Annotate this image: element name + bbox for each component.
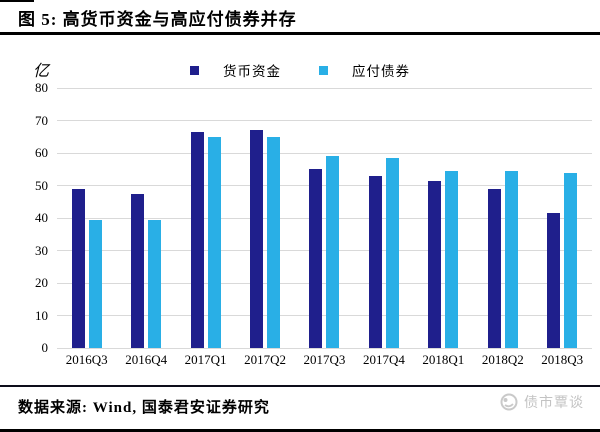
gridline-80 [57,87,592,89]
page-bottom-border [0,429,600,432]
bar-货币资金-2017Q3 [309,169,323,348]
gridline-30 [57,250,592,251]
y-tick-label-50: 50 [35,177,48,193]
title-underline [0,32,600,35]
gridline-60 [57,152,592,154]
gridline-10 [57,315,592,316]
chart-bottom-border [0,385,600,387]
x-tick-label-2016Q4: 2016Q4 [125,352,168,367]
x-tick-label-2018Q3: 2018Q3 [541,352,584,367]
y-axis: 80 70 60 50 40 30 20 10 0 [20,80,48,355]
bar-货币资金-2016Q3 [71,188,85,348]
y-tick-label-80: 80 [35,80,48,95]
bar-应付债券-2018Q1 [445,170,459,348]
bar-应付债券-2016Q4 [148,219,162,348]
bar-应付债券-2016Q3 [88,219,102,348]
gridline-0 [57,347,592,349]
watermark: 债市覃谈 [499,392,584,412]
x-tick-label-2017Q2: 2017Q2 [244,352,286,367]
watermark-text: 债市覃谈 [524,396,584,411]
x-tick-label-2017Q1: 2017Q1 [184,352,227,367]
x-tick-label-2017Q4: 2017Q4 [362,352,405,367]
legend-item-currency-funds: 货币资金 [190,60,281,80]
bar-货币资金-2017Q1 [190,131,204,348]
watermark-logo-icon [500,393,518,411]
legend-label-currency-funds: 货币资金 [223,64,281,79]
x-tick-label-2016Q3: 2016Q3 [65,352,108,367]
y-tick-label-60: 60 [35,145,48,160]
legend-swatch-bonds-payable [319,65,328,75]
bar-group-2016Q4 [116,88,175,348]
x-tick-label-2017Q3: 2017Q3 [303,352,346,367]
bar-应付债券-2017Q1 [207,136,221,348]
gridline-40 [57,217,592,219]
gridline-70 [57,120,592,121]
y-tick-label-40: 40 [35,210,48,225]
bars-layer [57,88,592,348]
legend-item-bonds-payable: 应付债券 [319,60,410,80]
legend-label-bonds-payable: 应付债券 [352,64,410,79]
bar-货币资金-2017Q2 [250,130,264,348]
legend-swatch-currency-funds [190,65,199,75]
y-tick-label-70: 70 [35,112,48,128]
bar-group-2016Q3 [57,88,116,348]
bar-应付债券-2018Q2 [504,170,518,348]
bar-group-2018Q3 [533,88,592,348]
y-axis-unit-label: 亿 [33,63,50,80]
page-top-mark [0,0,34,2]
bar-应付债券-2017Q2 [267,136,281,348]
y-tick-label-20: 20 [35,275,48,290]
figure-title: 图 5: 高货币资金与高应付债券并存 [18,10,297,29]
y-tick-label-10: 10 [35,307,48,323]
gridline-20 [57,282,592,284]
y-tick-label-0: 0 [41,340,49,355]
plot-area [57,87,592,349]
bar-货币资金-2016Q4 [131,193,145,348]
bar-group-2017Q2 [235,88,294,348]
bar-应付债券-2018Q3 [564,172,578,348]
bar-group-2018Q2 [473,88,532,348]
data-source-note: 数据来源: Wind, 国泰君安证券研究 [18,400,270,416]
bar-货币资金-2018Q1 [428,180,442,348]
bar-货币资金-2018Q2 [487,188,501,348]
bar-货币资金-2018Q3 [547,213,561,348]
bar-group-2018Q1 [414,88,473,348]
bar-应付债券-2017Q4 [385,157,399,348]
bar-group-2017Q1 [176,88,235,348]
bar-group-2017Q3 [295,88,354,348]
chart-legend: 货币资金 应付债券 [0,60,600,80]
x-tick-label-2018Q2: 2018Q2 [481,352,524,367]
x-tick-label-2018Q1: 2018Q1 [422,352,465,367]
bar-应付债券-2017Q3 [326,156,340,348]
bar-货币资金-2017Q4 [368,175,382,348]
x-axis: 2016Q3 2016Q4 2017Q1 2017Q2 2017Q3 2017Q4 2018… [57,352,592,368]
y-tick-label-30: 30 [35,242,48,258]
bar-group-2017Q4 [354,88,413,348]
gridline-50 [57,185,592,186]
